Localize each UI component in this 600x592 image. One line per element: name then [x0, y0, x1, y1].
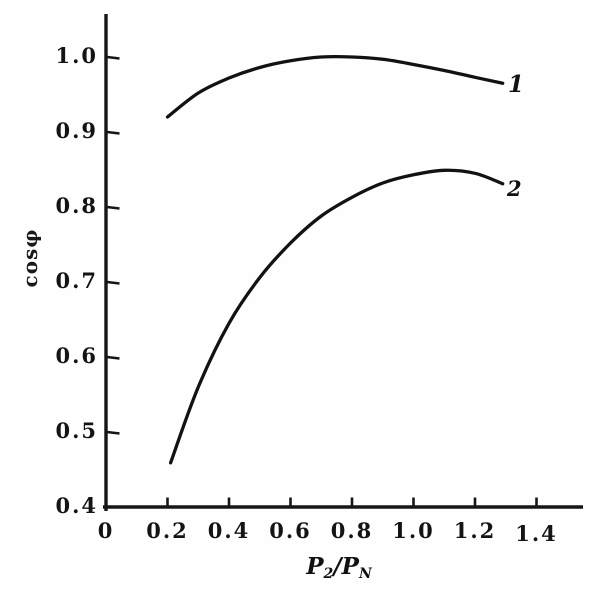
y-tick-label: 0.7 — [55, 268, 98, 293]
x-tick-label: 0 — [97, 518, 115, 543]
y-tick-mark — [106, 280, 120, 285]
x-tick-label: 1.0 — [392, 518, 435, 543]
y-tick-mark — [106, 130, 120, 135]
curve-1 — [165, 54, 505, 119]
x-tick-label: 0.4 — [207, 518, 251, 543]
curve-2 — [168, 168, 505, 465]
y-tick-label: 0.4 — [55, 493, 98, 518]
y-tick-label: 1.0 — [55, 43, 98, 68]
y-tick-mark — [106, 205, 120, 210]
y-tick-mark — [106, 355, 120, 360]
x-axis-title-sub1: 2 — [323, 566, 334, 582]
y-tick-label: 0.8 — [55, 193, 98, 218]
x-tick-label: 0.2 — [146, 518, 189, 543]
x-tick-label: 1.4 — [515, 521, 558, 546]
x-axis-title-p1: P — [306, 553, 324, 580]
curve-label-1: 1 — [508, 71, 525, 98]
y-tick-label: 0.9 — [55, 118, 98, 143]
y-tick-mark — [106, 55, 120, 60]
y-tick-label: 0.5 — [55, 418, 98, 443]
y-tick-mark — [106, 430, 120, 435]
x-tick-label: 0.6 — [269, 518, 312, 543]
y-tick-label: 0.6 — [55, 343, 98, 368]
x-tick-label: 0.8 — [330, 518, 374, 543]
x-axis-title-sub2: N — [358, 566, 372, 582]
x-tick-label: 1.2 — [453, 518, 497, 543]
x-axis-title: P2/PN — [277, 553, 401, 582]
x-axis-title-slash: / — [333, 553, 342, 580]
y-axis-title: cosφ — [18, 228, 42, 288]
x-axis-title-p2: P — [341, 553, 359, 580]
curve-label-2: 2 — [507, 176, 522, 201]
